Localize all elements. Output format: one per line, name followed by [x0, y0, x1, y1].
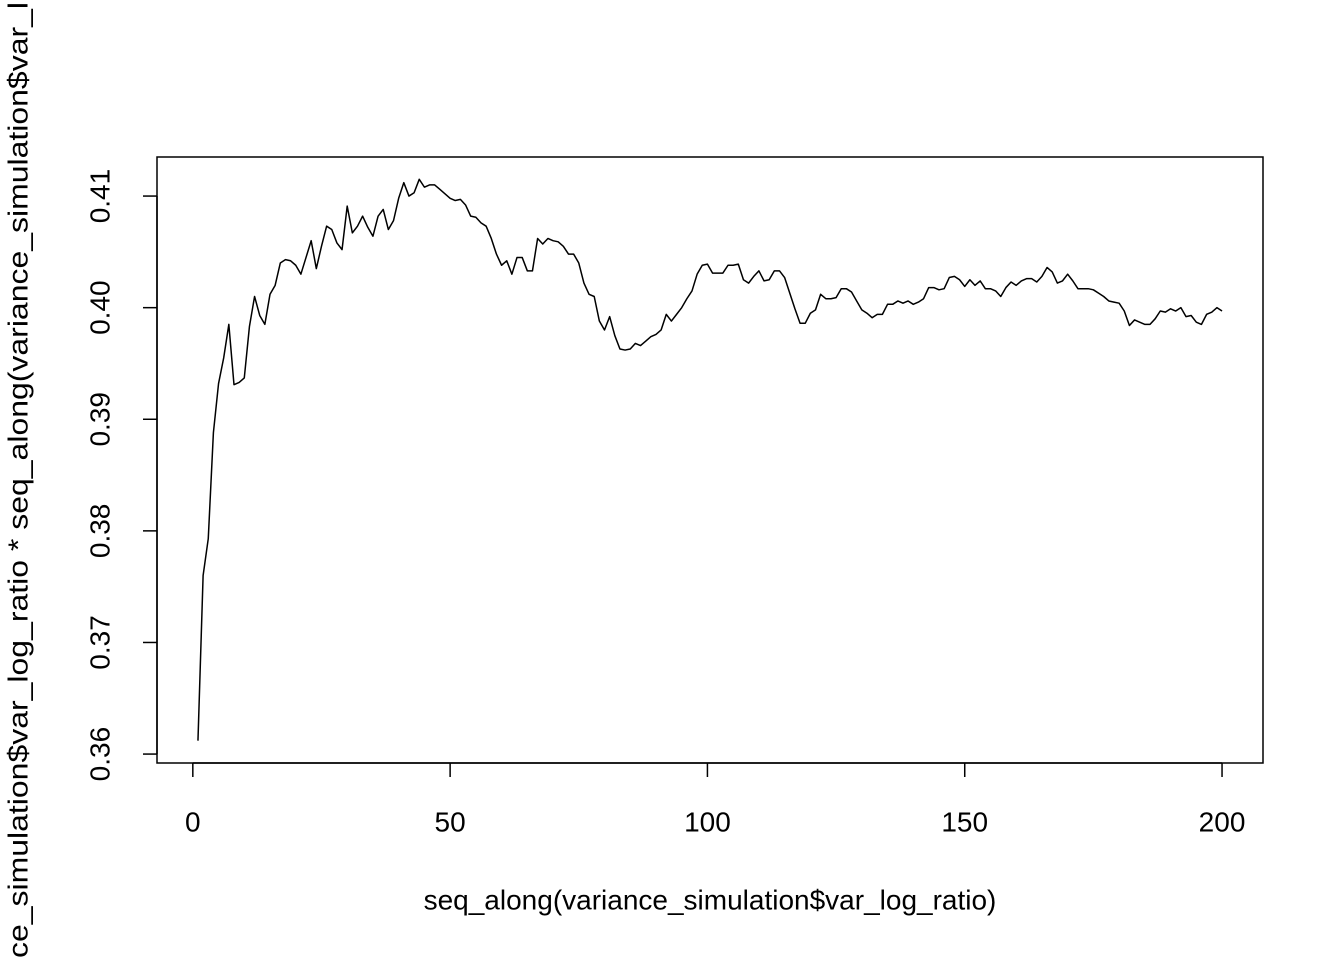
y-axis-label: ce_simulation$var_log_ratio * seq_along(… — [2, 2, 33, 958]
x-tick-label: 50 — [435, 806, 466, 837]
x-tick-label: 0 — [185, 806, 201, 837]
x-tick-label: 100 — [684, 806, 731, 837]
y-tick-label: 0.40 — [84, 280, 115, 335]
x-tick-label: 150 — [941, 806, 988, 837]
y-tick-label: 0.41 — [84, 169, 115, 224]
plot-box — [156, 156, 1264, 764]
y-tick-label: 0.39 — [84, 392, 115, 447]
y-tick-label: 0.36 — [84, 727, 115, 782]
y-tick-label: 0.38 — [84, 504, 115, 559]
y-tick-label: 0.37 — [84, 615, 115, 670]
x-tick-label: 200 — [1199, 806, 1246, 837]
x-axis-label: seq_along(variance_simulation$var_log_ra… — [424, 884, 997, 915]
data-line — [197, 178, 1223, 741]
